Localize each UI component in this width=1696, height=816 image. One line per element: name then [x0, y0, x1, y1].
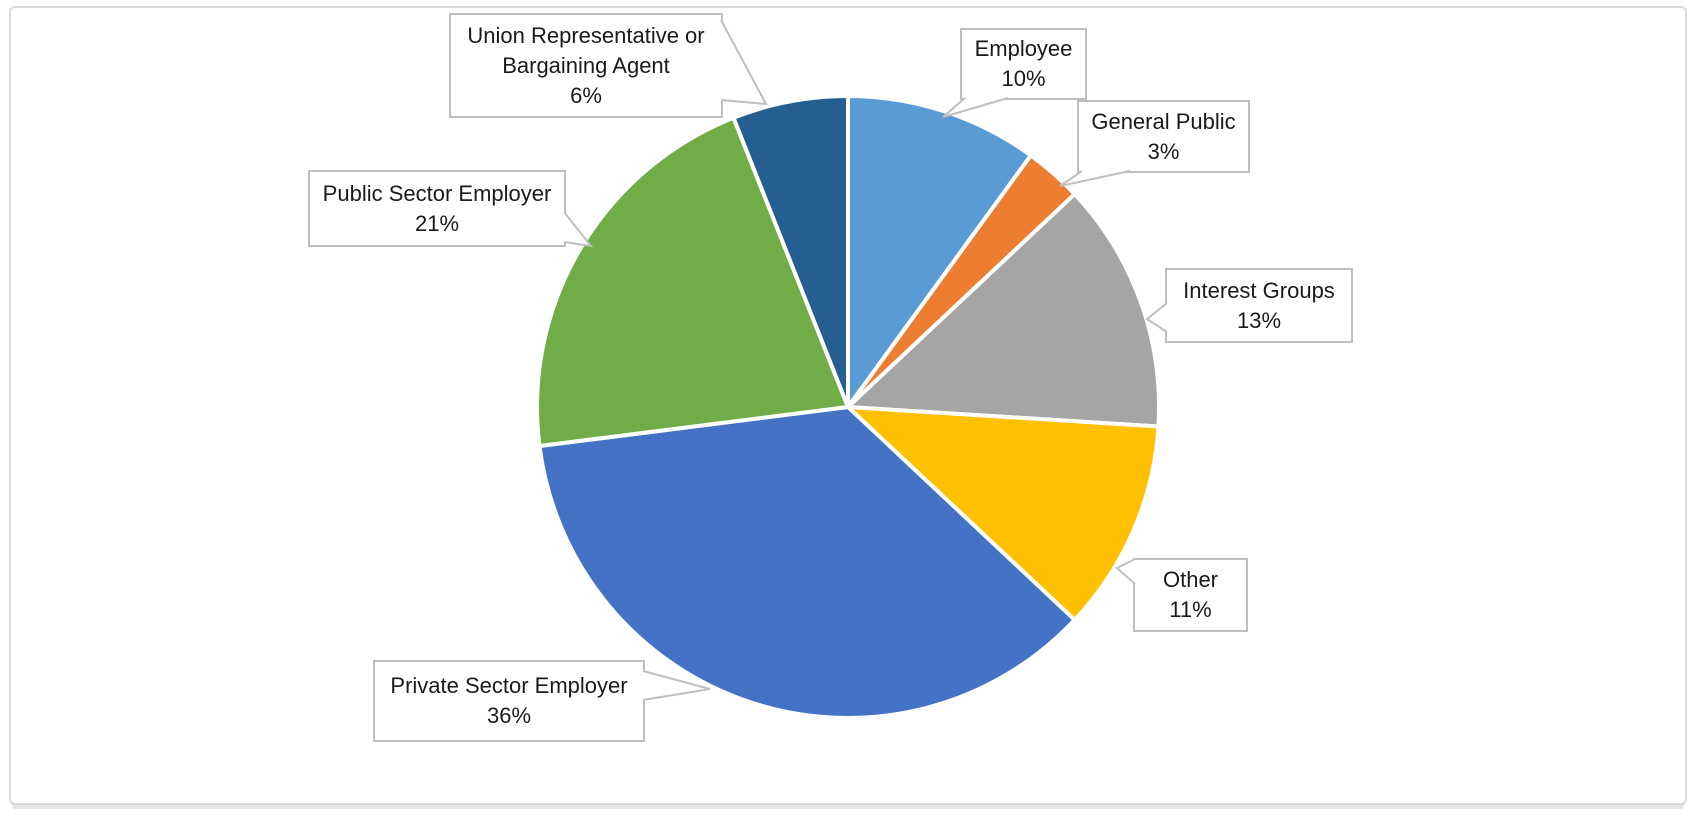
data-label-percent: 13%	[1236, 307, 1282, 333]
pie-slice-private-sector-employer[interactable]	[537, 405, 1077, 720]
data-label-callout-union-representative-or-bargaining-agent[interactable]: Union Representative or Bargaining Agent 6…	[449, 13, 723, 118]
data-label-percent: 6%	[570, 82, 602, 108]
data-label-callout-private-sector-employer[interactable]: Private Sector Employer 36%	[373, 660, 645, 742]
data-label-text: Private Sector Employer	[390, 673, 628, 698]
pie-slice-public-sector-employer[interactable]	[535, 115, 850, 448]
pie-slice-other[interactable]	[846, 405, 1161, 622]
data-label-callout-general-public[interactable]: General Public 3%	[1077, 100, 1250, 173]
data-label-text: Other	[1162, 567, 1219, 592]
data-label-callout-other[interactable]: Other 11%	[1133, 558, 1248, 632]
pie-slice-interest-groups[interactable]	[846, 192, 1161, 429]
data-label-percent: 11%	[1169, 597, 1212, 622]
data-label-callout-public-sector-employer[interactable]: Public Sector Employer 21%	[308, 170, 566, 247]
data-label-percent: 36%	[486, 703, 532, 728]
pie-slice-union-representative-or-bargaining-agent[interactable]	[731, 93, 850, 409]
data-label-callout-employee[interactable]: Employee 10%	[960, 28, 1087, 100]
data-label-text: Bargaining Agent	[502, 52, 670, 78]
data-label-percent: 10%	[1001, 66, 1046, 91]
data-label-text: Public Sector Employer	[322, 180, 552, 206]
data-label-percent: 3%	[1147, 138, 1180, 164]
data-label-text: Union Representative or	[467, 22, 705, 48]
data-label-text: Employee	[974, 36, 1073, 61]
data-label-percent: 21%	[414, 210, 460, 236]
data-label-text: General Public	[1091, 108, 1236, 134]
data-label-text: Interest Groups	[1183, 277, 1335, 303]
data-label-callout-interest-groups[interactable]: Interest Groups 13%	[1165, 268, 1353, 343]
